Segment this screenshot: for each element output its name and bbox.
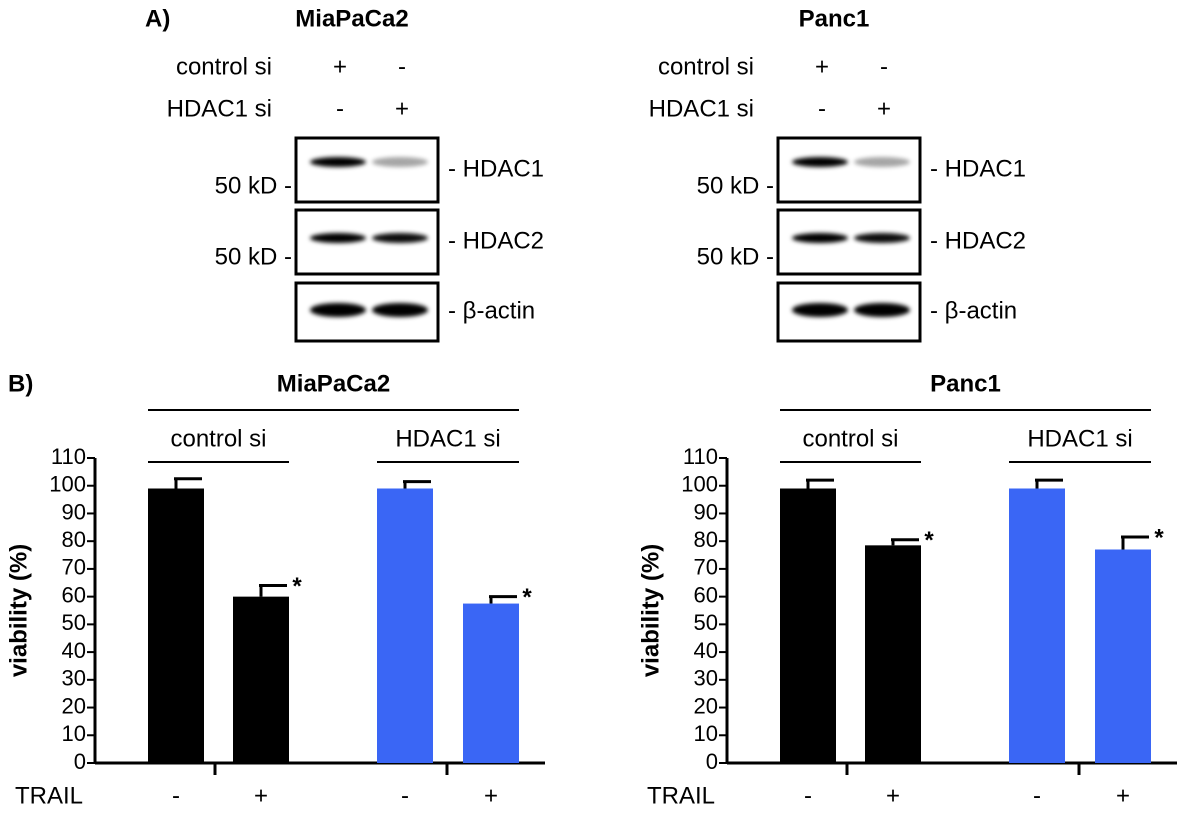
lane-sign: + bbox=[395, 95, 409, 122]
band-label: - HDAC1 bbox=[448, 155, 544, 182]
y-tick-label: 80 bbox=[62, 527, 86, 552]
x-tick-label: + bbox=[886, 782, 900, 809]
band-label: - HDAC2 bbox=[930, 227, 1026, 254]
y-tick-label: 60 bbox=[694, 582, 718, 607]
x-tick-label: + bbox=[484, 782, 498, 809]
y-axis-label: viability (%) bbox=[637, 544, 664, 677]
y-tick-label: 40 bbox=[694, 638, 718, 663]
blot-band bbox=[792, 233, 848, 243]
y-tick-label: 90 bbox=[62, 499, 86, 524]
panel-label: B) bbox=[8, 370, 33, 397]
blot-band bbox=[854, 157, 910, 167]
group-label: HDAC1 si bbox=[1027, 425, 1132, 452]
blot-band bbox=[854, 303, 910, 317]
significance-marker: * bbox=[292, 573, 302, 600]
x-axis-label: TRAIL bbox=[647, 782, 715, 809]
blot-band bbox=[854, 233, 910, 243]
x-tick-label: + bbox=[254, 782, 268, 809]
group-label: control si bbox=[170, 425, 266, 452]
lane-sign: - bbox=[880, 53, 888, 80]
y-tick-label: 10 bbox=[694, 721, 718, 746]
significance-marker: * bbox=[522, 584, 532, 611]
y-tick-label: 30 bbox=[62, 666, 86, 691]
blot-band bbox=[792, 157, 848, 167]
lane-sign: + bbox=[333, 53, 347, 80]
size-marker: 50 kD - bbox=[215, 172, 292, 199]
y-tick-label: 70 bbox=[62, 555, 86, 580]
bar bbox=[1009, 488, 1065, 763]
y-tick-label: 10 bbox=[62, 721, 86, 746]
condition-label: HDAC1 si bbox=[649, 95, 754, 122]
y-tick-label: 70 bbox=[694, 555, 718, 580]
blot-band bbox=[310, 303, 366, 317]
blot-title: MiaPaCa2 bbox=[295, 5, 408, 32]
size-marker: 50 kD - bbox=[697, 243, 774, 270]
lane-sign: + bbox=[815, 53, 829, 80]
blot-title: Panc1 bbox=[799, 5, 870, 32]
bar bbox=[1095, 549, 1151, 763]
blot-band bbox=[310, 233, 366, 243]
x-tick-label: - bbox=[401, 782, 409, 809]
panel-label: A) bbox=[145, 5, 170, 32]
lane-sign: + bbox=[877, 95, 891, 122]
significance-marker: * bbox=[1154, 524, 1164, 551]
bar bbox=[377, 488, 433, 763]
y-tick-label: 0 bbox=[74, 749, 86, 774]
blot-band bbox=[372, 157, 428, 167]
y-tick-label: 110 bbox=[683, 444, 718, 469]
y-tick-label: 80 bbox=[694, 527, 718, 552]
blot-band bbox=[372, 303, 428, 317]
y-axis-label: viability (%) bbox=[5, 544, 32, 677]
blot-band bbox=[310, 157, 366, 167]
y-tick-label: 20 bbox=[694, 693, 718, 718]
chart-title: MiaPaCa2 bbox=[277, 370, 390, 397]
y-tick-label: 40 bbox=[62, 638, 86, 663]
x-tick-label: - bbox=[1033, 782, 1041, 809]
bar bbox=[148, 488, 204, 763]
lane-sign: - bbox=[818, 95, 826, 122]
y-tick-label: 50 bbox=[694, 610, 718, 635]
blot-band bbox=[372, 233, 428, 243]
size-marker: 50 kD - bbox=[697, 172, 774, 199]
lane-sign: - bbox=[398, 53, 406, 80]
size-marker: 50 kD - bbox=[215, 243, 292, 270]
blot-band bbox=[792, 303, 848, 317]
condition-label: control si bbox=[658, 53, 754, 80]
bar bbox=[233, 596, 289, 763]
blot-box bbox=[776, 136, 922, 204]
x-tick-label: - bbox=[172, 782, 180, 809]
x-tick-label: - bbox=[804, 782, 812, 809]
y-tick-label: 60 bbox=[62, 582, 86, 607]
y-tick-label: 30 bbox=[694, 666, 718, 691]
y-tick-label: 100 bbox=[681, 472, 718, 497]
x-tick-label: + bbox=[1116, 782, 1130, 809]
band-label: - HDAC1 bbox=[930, 155, 1026, 182]
bar bbox=[865, 545, 921, 763]
x-axis-label: TRAIL bbox=[15, 782, 83, 809]
bar bbox=[463, 603, 519, 763]
band-label: - HDAC2 bbox=[448, 227, 544, 254]
band-label: - β-actin bbox=[448, 297, 535, 324]
bar bbox=[780, 488, 836, 763]
y-tick-label: 90 bbox=[694, 499, 718, 524]
lane-sign: - bbox=[336, 95, 344, 122]
band-label: - β-actin bbox=[930, 297, 1017, 324]
y-tick-label: 0 bbox=[706, 749, 718, 774]
y-tick-label: 110 bbox=[51, 444, 86, 469]
y-tick-label: 50 bbox=[62, 610, 86, 635]
group-label: HDAC1 si bbox=[395, 425, 500, 452]
condition-label: HDAC1 si bbox=[167, 95, 272, 122]
blot-box bbox=[294, 136, 440, 204]
y-tick-label: 100 bbox=[49, 472, 86, 497]
significance-marker: * bbox=[924, 527, 934, 554]
chart-title: Panc1 bbox=[930, 370, 1001, 397]
condition-label: control si bbox=[176, 53, 272, 80]
y-tick-label: 20 bbox=[62, 693, 86, 718]
group-label: control si bbox=[802, 425, 898, 452]
